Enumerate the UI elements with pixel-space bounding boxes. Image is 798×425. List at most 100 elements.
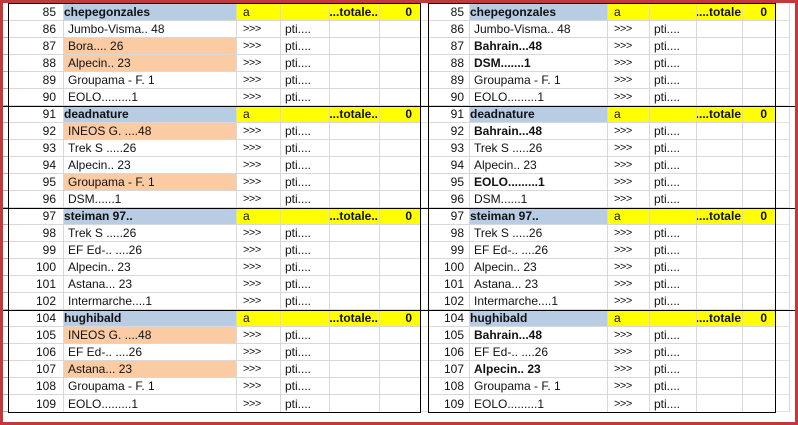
row-number-cell[interactable]: 107 [429,361,470,378]
header-total-value-cell[interactable]: 0 [743,310,775,327]
row-number-cell[interactable]: 88 [9,55,64,72]
row-number-cell[interactable]: 106 [9,344,64,361]
row-number-cell[interactable]: 91 [429,106,470,123]
row-number-cell[interactable]: 95 [9,174,64,191]
team-name-cell[interactable]: INEOS G. ....48 [64,123,237,140]
arrows-cell[interactable]: >>> [608,225,650,242]
row-number-cell[interactable]: 97 [9,208,64,225]
team-name-cell[interactable]: Trek S .....26 [470,225,608,242]
header-total-value-cell[interactable]: 0 [380,208,420,225]
team-name-cell[interactable]: Groupama - F. 1 [64,174,237,191]
row-number-cell[interactable]: 109 [429,395,470,412]
row-number-cell[interactable]: 88 [429,55,470,72]
header-a-cell[interactable]: a [237,208,281,225]
arrows-cell[interactable]: >>> [237,55,281,72]
player-name-cell[interactable]: chepegonzales [470,4,608,21]
arrows-cell[interactable]: >>> [237,140,281,157]
empty-cell[interactable] [380,276,420,293]
empty-cell[interactable] [697,395,743,412]
pti-cell[interactable]: pti.... [281,378,330,395]
row-number-cell[interactable]: 86 [429,21,470,38]
empty-cell[interactable] [330,242,380,259]
team-name-cell[interactable]: Astana... 23 [470,276,608,293]
header-totale-cell[interactable]: ......totale [697,208,743,225]
empty-cell[interactable] [697,276,743,293]
empty-cell[interactable] [330,378,380,395]
empty-cell[interactable] [697,140,743,157]
arrows-cell[interactable]: >>> [237,174,281,191]
header-a-cell[interactable]: a [237,4,281,21]
header-total-value-cell[interactable]: 0 [380,106,420,123]
empty-cell[interactable] [743,378,775,395]
player-name-cell[interactable]: chepegonzales [64,4,237,21]
header-a-cell[interactable]: a [608,208,650,225]
header-a-cell[interactable]: a [237,106,281,123]
empty-cell[interactable] [330,344,380,361]
empty-cell[interactable] [697,21,743,38]
pti-cell[interactable]: pti.... [281,21,330,38]
header-total-value-cell[interactable]: 0 [380,4,420,21]
arrows-cell[interactable]: >>> [237,191,281,208]
arrows-cell[interactable]: >>> [608,395,650,412]
header-totale-cell[interactable]: ......totale.. [330,4,380,21]
team-name-cell[interactable]: Trek S .....26 [64,225,237,242]
header-totale-cell[interactable]: ......totale.. [330,106,380,123]
row-number-cell[interactable]: 101 [429,276,470,293]
row-number-cell[interactable]: 92 [429,123,470,140]
empty-cell[interactable] [743,361,775,378]
player-name-cell[interactable]: steiman 97.. [470,208,608,225]
empty-cell[interactable] [697,55,743,72]
pti-cell[interactable]: pti.... [281,344,330,361]
arrows-cell[interactable]: >>> [237,327,281,344]
empty-cell[interactable] [330,395,380,412]
row-number-cell[interactable]: 90 [429,89,470,106]
empty-cell[interactable] [743,89,775,106]
header-total-value-cell[interactable]: 0 [743,4,775,21]
empty-cell[interactable] [380,225,420,242]
team-name-cell[interactable]: Alpecin.. 23 [470,157,608,174]
empty-cell[interactable] [330,123,380,140]
row-number-cell[interactable]: 97 [429,208,470,225]
pti-cell[interactable]: pti.... [650,242,697,259]
row-number-cell[interactable]: 95 [429,174,470,191]
row-number-cell[interactable]: 96 [9,191,64,208]
team-name-cell[interactable]: Bahrain...48 [470,38,608,55]
empty-cell[interactable] [743,157,775,174]
pti-cell[interactable]: pti.... [650,157,697,174]
team-name-cell[interactable]: DSM.......1 [470,55,608,72]
team-name-cell[interactable]: Groupama - F. 1 [64,378,237,395]
pti-cell[interactable]: pti.... [281,72,330,89]
empty-cell[interactable] [743,191,775,208]
pti-cell[interactable]: pti.... [281,259,330,276]
empty-cell[interactable] [330,21,380,38]
pti-cell[interactable]: pti.... [650,55,697,72]
arrows-cell[interactable]: >>> [608,378,650,395]
arrows-cell[interactable]: >>> [608,123,650,140]
row-number-cell[interactable]: 104 [9,310,64,327]
player-name-cell[interactable]: hughibald [64,310,237,327]
player-name-cell[interactable]: hughibald [470,310,608,327]
empty-cell[interactable] [380,38,420,55]
empty-cell[interactable] [697,38,743,55]
row-number-cell[interactable]: 101 [9,276,64,293]
row-number-cell[interactable]: 109 [9,395,64,412]
row-number-cell[interactable]: 104 [429,310,470,327]
empty-cell[interactable] [697,344,743,361]
team-name-cell[interactable]: EF Ed-.. ....26 [470,242,608,259]
pti-cell[interactable]: pti.... [650,89,697,106]
empty-cell[interactable] [697,191,743,208]
empty-cell[interactable] [697,242,743,259]
header-totale-cell[interactable]: ......totale.. [330,208,380,225]
pti-cell[interactable]: pti.... [650,276,697,293]
pti-cell[interactable]: pti.... [281,327,330,344]
pti-cell[interactable]: pti.... [281,225,330,242]
team-name-cell[interactable]: Jumbo-Visma.. 48 [470,21,608,38]
empty-cell[interactable] [743,344,775,361]
team-name-cell[interactable]: Intermarche....1 [470,293,608,310]
empty-cell[interactable] [330,89,380,106]
row-number-cell[interactable]: 87 [429,38,470,55]
team-name-cell[interactable]: Bahrain...48 [470,327,608,344]
team-name-cell[interactable]: EOLO.........1 [470,89,608,106]
empty-cell[interactable] [697,72,743,89]
arrows-cell[interactable]: >>> [608,361,650,378]
